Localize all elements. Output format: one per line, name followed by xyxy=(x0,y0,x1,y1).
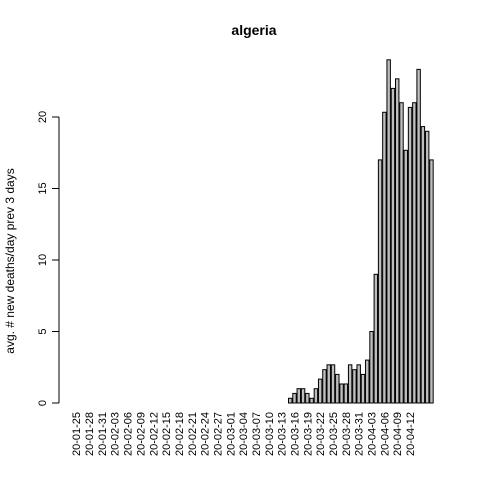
bar-75 xyxy=(395,78,400,404)
x-tick-label-1: 20-01-28 xyxy=(84,412,96,456)
x-tick-label-8: 20-02-18 xyxy=(174,412,186,456)
x-tick-label-7: 20-02-15 xyxy=(161,412,173,456)
bar-77 xyxy=(403,149,408,404)
bar-64 xyxy=(347,364,353,404)
bar-66 xyxy=(356,364,361,404)
x-tick-label-16: 20-03-13 xyxy=(277,412,289,456)
bar-55 xyxy=(309,397,314,404)
bar-71 xyxy=(377,159,383,404)
bar-81 xyxy=(420,126,426,404)
bar-73 xyxy=(386,59,391,404)
x-tick-label-3: 20-02-03 xyxy=(110,412,122,456)
x-tick-label-2: 20-01-31 xyxy=(97,412,109,456)
y-tick-label-20: 20 xyxy=(37,111,49,123)
bar-80 xyxy=(416,68,421,404)
bar-59 xyxy=(326,364,331,404)
bar-62 xyxy=(339,383,344,404)
bar-57 xyxy=(317,378,323,404)
bar-67 xyxy=(360,373,366,404)
bar-52 xyxy=(296,388,301,404)
bar-65 xyxy=(352,369,357,404)
bar-69 xyxy=(369,331,374,404)
x-tick-label-15: 20-03-10 xyxy=(264,412,276,456)
bar-60 xyxy=(330,364,336,404)
bar-68 xyxy=(365,359,370,404)
x-tick-label-4: 20-02-06 xyxy=(123,412,135,456)
x-tick-label-20: 20-03-25 xyxy=(328,412,340,456)
bar-61 xyxy=(335,373,340,404)
y-tick-label-5: 5 xyxy=(37,328,49,334)
x-tick-label-12: 20-03-01 xyxy=(225,412,237,456)
x-tick-label-21: 20-03-28 xyxy=(341,412,353,456)
bar-series xyxy=(288,59,434,404)
x-tick-label-6: 20-02-12 xyxy=(148,412,160,456)
bar-74 xyxy=(390,87,396,404)
bar-50 xyxy=(288,397,293,404)
x-axis: 20-01-25 20-01-28 20-01-31 20-02-03 20-02-06… xyxy=(71,412,417,456)
x-tick-label-17: 20-03-16 xyxy=(289,412,301,456)
x-tick-label-22: 20-03-31 xyxy=(354,412,366,456)
x-tick-label-14: 20-03-07 xyxy=(251,412,263,456)
y-tick-label-15: 15 xyxy=(37,182,49,194)
y-axis-label: avg. # new deaths/day prev 3 days xyxy=(3,168,17,353)
x-tick-label-5: 20-02-09 xyxy=(135,412,147,456)
bar-72 xyxy=(382,111,387,404)
x-tick-label-0: 20-01-25 xyxy=(71,412,83,456)
x-tick-label-19: 20-03-22 xyxy=(315,412,327,456)
bar-54 xyxy=(305,392,310,404)
bar-82 xyxy=(424,130,430,404)
chart-title: algeria xyxy=(231,22,276,38)
bar-76 xyxy=(399,102,404,404)
bar-83 xyxy=(429,159,434,404)
bar-78 xyxy=(407,106,413,404)
x-tick-label-11: 20-02-27 xyxy=(212,412,224,456)
bar-53 xyxy=(300,388,306,404)
x-tick-label-10: 20-02-24 xyxy=(200,412,212,456)
x-tick-label-18: 20-03-19 xyxy=(302,412,314,456)
x-tick-label-23: 20-04-03 xyxy=(367,412,379,456)
x-tick-label-13: 20-03-04 xyxy=(238,412,250,456)
x-tick-label-9: 20-02-21 xyxy=(187,412,199,456)
bar-70 xyxy=(373,273,379,404)
x-tick-label-24: 20-04-06 xyxy=(379,412,391,456)
bar-63 xyxy=(343,383,349,404)
bar-79 xyxy=(412,102,417,404)
y-tick-label-0: 0 xyxy=(37,400,49,406)
bar-58 xyxy=(322,369,327,404)
bar-56 xyxy=(313,388,319,404)
y-axis: 0 5 10 15 20 xyxy=(37,111,60,406)
x-tick-label-26: 20-04-12 xyxy=(405,412,417,456)
y-tick-label-10: 10 xyxy=(37,254,49,266)
x-tick-label-25: 20-04-09 xyxy=(392,412,404,456)
bar-51 xyxy=(292,392,297,404)
